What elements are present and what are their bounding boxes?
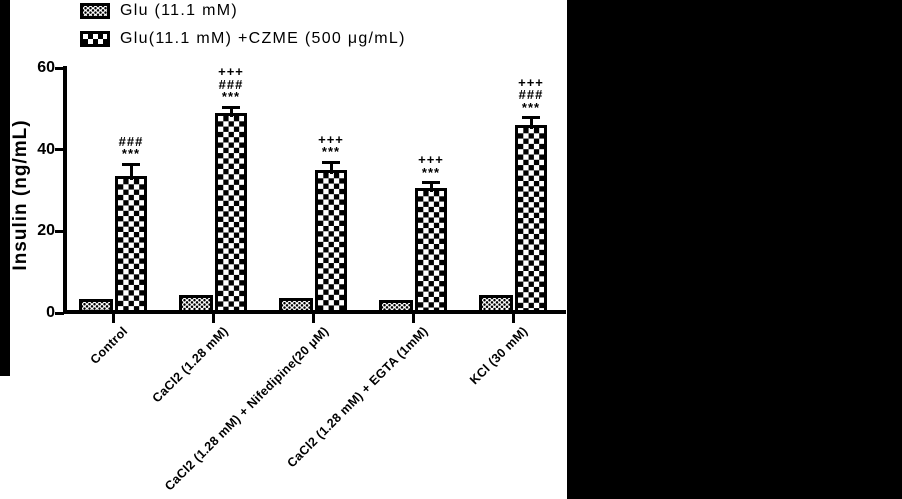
x-axis	[63, 310, 566, 314]
y-tick-label: 20	[37, 222, 55, 240]
legend-label-glu: Glu (11.1 mM)	[120, 2, 238, 19]
bar-glu	[79, 299, 113, 313]
legend-item-glu-czme: Glu(11.1 mM) +CZME (500 μg/mL)	[80, 30, 406, 48]
y-axis-tick	[55, 66, 64, 70]
bar-glu-czme	[515, 125, 547, 313]
annotation-line: +++	[218, 64, 244, 80]
annotation-line: ###	[118, 133, 144, 149]
bar-glu-czme	[215, 112, 247, 313]
x-axis-tick	[411, 313, 415, 323]
x-axis-tick	[211, 313, 215, 323]
x-category-label: CaCl2 (1.28 mM) + Nifedipine(20 μM)	[161, 324, 331, 494]
right-black-panel	[567, 0, 902, 499]
x-axis-tick	[111, 313, 115, 323]
y-axis-tick	[55, 311, 64, 315]
error-bar-cap	[122, 162, 140, 166]
error-bar-cap	[422, 181, 440, 185]
legend-item-glu: Glu (11.1 mM)	[80, 2, 238, 20]
bar-glu	[279, 297, 313, 313]
significance-annotation: ### ***	[118, 133, 144, 162]
legend-label-glu-czme: Glu(11.1 mM) +CZME (500 μg/mL)	[120, 30, 406, 47]
y-axis-title: Insulin (ng/mL)	[10, 119, 31, 271]
y-tick-label: 0	[46, 304, 55, 321]
x-category-label: CaCl2 (1.28 mM)	[149, 324, 231, 406]
annotation-line: ***	[121, 146, 141, 162]
x-axis-tick	[311, 313, 315, 323]
significance-annotation: +++ ### ***	[518, 74, 544, 115]
x-axis-tick	[511, 313, 515, 323]
bar-glu	[479, 295, 513, 313]
significance-annotation: +++ ### ***	[218, 66, 244, 104]
bar-glu	[179, 294, 213, 313]
bar-glu-czme	[315, 170, 347, 313]
annotation-line: ***	[221, 89, 241, 105]
annotation-line: ***	[321, 144, 341, 160]
error-bar-cap	[222, 105, 240, 109]
bar-glu	[379, 299, 413, 313]
annotation-line: ###	[218, 76, 244, 92]
significance-annotation: +++ ***	[318, 131, 344, 160]
annotation-line: ***	[421, 164, 441, 180]
bar-glu-czme	[115, 176, 147, 313]
y-axis	[63, 66, 67, 314]
legend-swatch-checker-icon	[80, 31, 110, 47]
y-axis-tick	[55, 148, 64, 152]
annotation-line: +++	[418, 152, 444, 168]
y-axis-tick	[55, 229, 64, 233]
x-category-label: Control	[88, 324, 131, 367]
error-bar-cap	[522, 116, 540, 119]
significance-annotation: +++ ***	[418, 154, 444, 179]
error-bar-stem	[529, 117, 533, 130]
annotation-line: ###	[518, 87, 544, 103]
annotation-line: ***	[521, 99, 541, 115]
y-tick-label: 40	[37, 140, 55, 158]
error-bar-cap	[322, 160, 340, 164]
annotation-line: +++	[318, 131, 344, 147]
left-black-strip	[0, 0, 10, 376]
bar-glu-czme	[415, 188, 447, 313]
legend-swatch-stipple-icon	[80, 3, 110, 19]
error-bar-stem	[129, 163, 133, 181]
y-tick-label: 60	[37, 59, 55, 76]
x-category-label: KCl (30 mM)	[467, 324, 531, 388]
annotation-line: +++	[518, 74, 544, 90]
error-bar-stem	[229, 106, 233, 117]
error-bar-stem	[429, 182, 433, 193]
error-bar-stem	[329, 161, 333, 175]
